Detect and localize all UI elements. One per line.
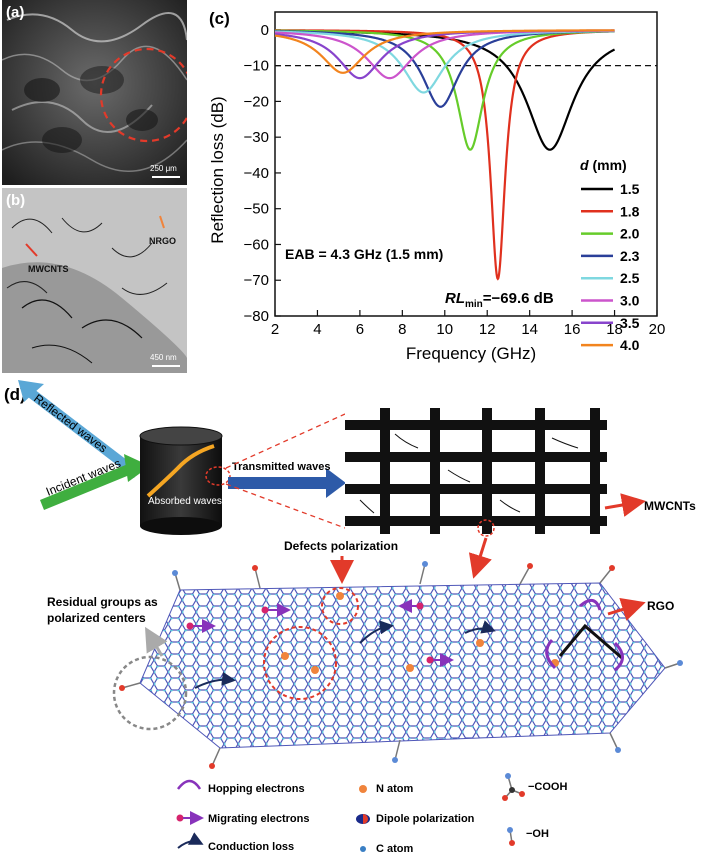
x-tick-label: 14 <box>521 321 538 338</box>
rl-main: RL <box>445 290 465 307</box>
reflected-label: Reflected waves <box>31 391 110 455</box>
x-tick-label: 20 <box>649 321 666 338</box>
scale-bar-b <box>152 365 180 367</box>
c-atom-icon <box>360 846 366 852</box>
x-tick-label: 18 <box>606 321 623 338</box>
panel-a-letter: (a) <box>6 4 25 21</box>
x-axis-title: Frequency (GHz) <box>406 344 536 363</box>
x-tick-label: 10 <box>436 321 453 338</box>
nrgo-label: NRGO <box>149 236 176 246</box>
migrating-electrons-icon <box>176 814 184 822</box>
x-tick-label: 6 <box>356 321 364 338</box>
oh-icon <box>507 827 515 846</box>
tem-image: (b) MWCNTS NRGO 450 nm <box>2 188 187 373</box>
reflection-loss-chart: (c) 2 4 6 8 10 12 14 16 18 20 0 −10 −20 −30 −40 −50 −60 −… <box>208 9 666 363</box>
cooh-icon <box>502 773 525 801</box>
legend-label-2.3: 2.3 <box>620 248 640 264</box>
legend-oh: −OH <box>526 828 549 840</box>
y-tick-label: −40 <box>244 165 269 182</box>
legend-migrating: Migrating electrons <box>208 813 309 825</box>
series-line-2.0 <box>274 29 615 151</box>
mwcnts-arrow <box>25 243 38 257</box>
rgo-label: RGO <box>647 599 674 613</box>
conduction-loss-icon <box>177 832 204 849</box>
panel-d-letter: (d) <box>4 385 26 404</box>
rl-value: =−69.6 dB <box>483 290 554 307</box>
nrgo-arrow <box>159 215 165 229</box>
rl-sub: min <box>465 299 483 310</box>
x-tick-label: 16 <box>564 321 581 338</box>
mwcnts-label-d: MWCNTs <box>644 499 696 513</box>
rgo-sheet <box>112 561 683 769</box>
legend-label-2.0: 2.0 <box>620 226 640 242</box>
mwcnt-network <box>345 408 607 537</box>
scale-label-a: 250 μm <box>150 164 177 173</box>
absorber-cylinder: Absorbed waves <box>139 426 231 535</box>
plot-frame <box>274 11 658 317</box>
residual-label-1: Residual groups as <box>47 595 158 609</box>
mwcnts-label: MWCNTS <box>28 264 69 274</box>
legend-label-1.5: 1.5 <box>620 181 640 197</box>
legend-cooh: −COOH <box>528 781 567 793</box>
x-tick-label: 8 <box>398 321 406 338</box>
rl-min-annotation: RLmin=−69.6 dB <box>445 290 554 310</box>
y-tick-label: −60 <box>244 236 269 253</box>
y-tick-label: −80 <box>244 308 269 325</box>
y-axis-title: Reflection loss (dB) <box>208 96 227 243</box>
legend-label-3.0: 3.0 <box>620 293 640 309</box>
legend-label-2.5: 2.5 <box>620 270 640 286</box>
y-tick-label: −10 <box>244 58 269 75</box>
scale-label-b: 450 nm <box>150 353 177 362</box>
absorbed-label: Absorbed waves <box>148 496 222 507</box>
y-tick-label: 0 <box>261 22 269 39</box>
legend-dipole: Dipole polarization <box>376 813 475 825</box>
legend-label-3.5: 3.5 <box>620 315 640 331</box>
x-tick-label: 12 <box>479 321 496 338</box>
reflected-arrow-head <box>18 380 44 402</box>
legend-hopping: Hopping electrons <box>208 783 305 795</box>
legend-title: d (mm) <box>580 157 627 173</box>
series-line-2.3 <box>274 30 615 108</box>
eab-annotation: EAB = 4.3 GHz (1.5 mm) <box>285 246 443 262</box>
transmitted-arrow <box>228 477 326 489</box>
hopping-electrons-icon <box>177 779 202 790</box>
panel-b-letter: (b) <box>6 192 26 209</box>
reflected-arrow <box>24 386 140 478</box>
y-tick-label: −50 <box>244 201 269 218</box>
highlight-circle <box>99 47 187 143</box>
y-tick-label: −20 <box>244 93 269 110</box>
diagram-legend: Hopping electrons Migrating electrons Co… <box>176 773 567 853</box>
n-atom-icon <box>359 785 367 793</box>
legend-label-4.0: 4.0 <box>620 337 640 353</box>
mechanism-diagram: (d) Reflected waves Incident waves Absor… <box>4 380 696 853</box>
transmitted-arrow-head <box>326 468 346 498</box>
legend-c-atom: C atom <box>376 843 414 853</box>
transmitted-label: Transmitted waves <box>232 461 330 473</box>
residual-label-2: polarized centers <box>47 611 146 625</box>
incident-arrow-head <box>124 454 150 482</box>
legend-conduction: Conduction loss <box>208 841 294 853</box>
incident-arrow <box>40 464 132 510</box>
series-line-4.0 <box>274 29 615 74</box>
defects-label: Defects polarization <box>284 539 398 553</box>
legend-label-1.8: 1.8 <box>620 203 640 219</box>
legend-n-atom: N atom <box>376 783 414 795</box>
panel-c-letter: (c) <box>209 9 230 28</box>
y-tick-label: −70 <box>244 272 269 289</box>
scale-bar-a <box>152 176 180 178</box>
x-tick-label: 4 <box>313 321 321 338</box>
tem-texture <box>2 188 187 373</box>
sem-image: (a) 250 μm <box>2 0 187 185</box>
x-tick-label: 2 <box>271 321 279 338</box>
sem-texture <box>2 0 187 185</box>
y-tick-label: −30 <box>244 129 269 146</box>
